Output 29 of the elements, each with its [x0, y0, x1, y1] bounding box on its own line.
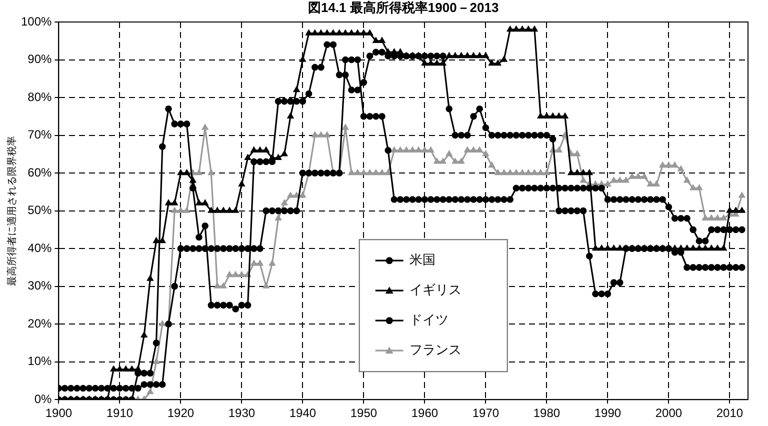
y-tick-label: 60%	[28, 165, 52, 180]
x-tick-label: 2000	[655, 406, 682, 420]
y-tick-label: 90%	[28, 52, 52, 66]
x-tick-label: 1920	[167, 406, 194, 420]
x-tick-label: 1910	[106, 406, 134, 420]
legend-label: 米国	[409, 252, 436, 268]
chart-title: 図14.1 最高所得税率1900－2013	[308, 0, 499, 16]
y-tick-label: 100%	[20, 14, 52, 28]
y-tick-label: 80%	[28, 90, 52, 104]
y-tick-label: 70%	[28, 128, 52, 142]
legend-label: フランス	[409, 342, 462, 358]
x-tick-label: 1990	[594, 406, 622, 420]
y-tick-label: 40%	[28, 240, 52, 255]
x-tick-label: 2010	[716, 406, 744, 420]
x-tick-label: 1970	[472, 406, 500, 420]
y-axis-title: 最高所得者に適用される限界税率	[6, 136, 18, 286]
y-tick-label: 10%	[28, 354, 52, 368]
x-tick-label: 1950	[350, 406, 378, 420]
legend-label: イギリス	[409, 282, 462, 298]
y-tick-label: 0%	[34, 392, 52, 406]
x-tick-label: 1960	[411, 406, 438, 420]
legend-label: ドイツ	[409, 312, 448, 328]
y-tick-label: 20%	[28, 316, 52, 330]
y-tick-label: 50%	[28, 203, 52, 218]
x-tick-label: 1930	[228, 406, 256, 420]
x-tick-label: 1940	[289, 406, 316, 420]
x-tick-label: 1980	[533, 406, 560, 420]
x-tick-label: 1900	[45, 406, 72, 420]
y-tick-label: 30%	[28, 278, 52, 293]
